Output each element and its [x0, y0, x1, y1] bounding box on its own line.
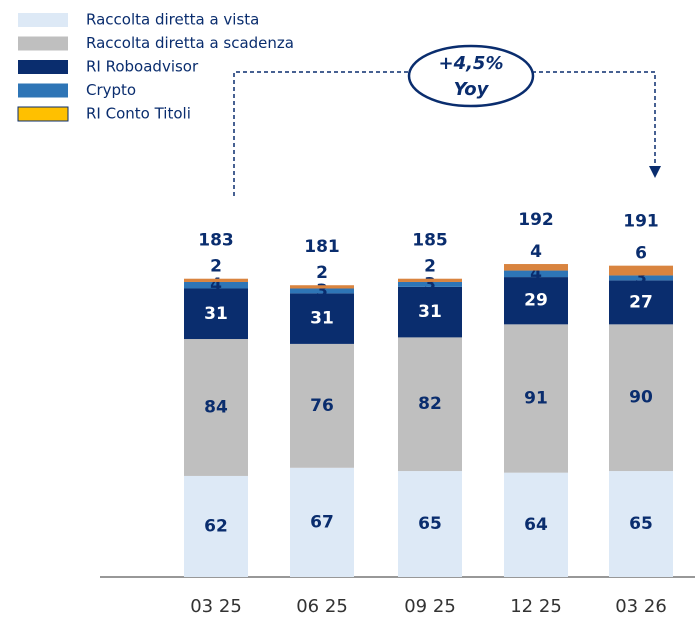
yoy-arrow [649, 166, 661, 178]
yoy-value: +4,5% [438, 53, 503, 74]
legend-swatch [18, 13, 68, 27]
value-label: 64 [524, 515, 548, 535]
bar-segment [184, 288, 248, 340]
value-label: 62 [204, 516, 228, 536]
bar-segment [504, 270, 568, 278]
x-tick-label: 06 25 [296, 596, 348, 617]
legend-swatch [17, 106, 69, 122]
bar-segment [290, 293, 354, 344]
legend-label: RI Roboadvisor [86, 58, 199, 76]
value-label: 65 [418, 514, 442, 534]
bar-segment [609, 324, 673, 472]
value-label: 84 [204, 397, 228, 417]
value-label: 3 [424, 274, 436, 294]
x-tick-label: 12 25 [510, 596, 562, 617]
legend-label: Raccolta diretta a vista [86, 11, 259, 29]
bar-segment [398, 337, 462, 472]
bar-segment [184, 278, 248, 282]
total-label: 185 [412, 231, 448, 251]
bar-segment [504, 264, 568, 271]
bar-segment [609, 280, 673, 325]
total-label: 183 [198, 231, 234, 251]
value-label: 91 [524, 389, 548, 409]
bar-segment [504, 324, 568, 473]
bar-segment [398, 471, 462, 577]
bar-segment [609, 471, 673, 577]
legend-swatch [18, 83, 68, 98]
value-label: 76 [310, 396, 334, 416]
value-label: 6 [635, 244, 647, 264]
value-label: 31 [310, 309, 334, 329]
bar-segment [398, 278, 462, 282]
bar-segment [290, 467, 354, 577]
value-label: 65 [629, 514, 653, 534]
bar-segment [184, 475, 248, 577]
yoy-ellipse [407, 44, 535, 108]
legend-swatch [18, 60, 68, 74]
value-label: 4 [530, 242, 542, 262]
bar-segment [184, 281, 248, 289]
bar-segment [184, 339, 248, 476]
bar-segment [609, 265, 673, 276]
value-label: 2 [424, 257, 436, 277]
value-label: 2 [210, 257, 222, 277]
legend-swatch [18, 36, 68, 51]
x-tick-label: 03 25 [190, 596, 242, 617]
legend-label: Crypto [86, 81, 136, 99]
bar-segment [504, 277, 568, 325]
bar-segment [504, 472, 568, 577]
value-label: 3 [316, 281, 328, 301]
total-label: 191 [623, 212, 659, 232]
value-label: 67 [310, 512, 334, 532]
legend-label: RI Conto Titoli [86, 105, 191, 123]
value-label: 90 [629, 388, 653, 408]
bar-segment [290, 343, 354, 468]
value-label: 82 [418, 394, 442, 414]
value-label: 27 [629, 292, 653, 312]
total-label: 192 [518, 210, 554, 230]
legend-label: Raccolta diretta a scadenza [86, 34, 294, 52]
value-label: 31 [204, 304, 228, 324]
yoy-label: Yoy [454, 79, 490, 100]
x-tick-label: 03 26 [615, 596, 667, 617]
value-label: 3 [635, 268, 647, 288]
bar-segment [398, 281, 462, 287]
value-label: 29 [524, 291, 548, 311]
value-label: 31 [418, 302, 442, 322]
value-label: 2 [316, 263, 328, 283]
x-tick-label: 09 25 [404, 596, 456, 617]
bar-segment [290, 288, 354, 294]
bar-segment [398, 286, 462, 338]
yoy-connector [233, 71, 656, 196]
value-label: 4 [210, 275, 222, 295]
bar-segment [609, 275, 673, 281]
total-label: 181 [304, 237, 340, 257]
bar-segment [290, 285, 354, 289]
annotation: +4,5% Yoy [233, 44, 661, 196]
